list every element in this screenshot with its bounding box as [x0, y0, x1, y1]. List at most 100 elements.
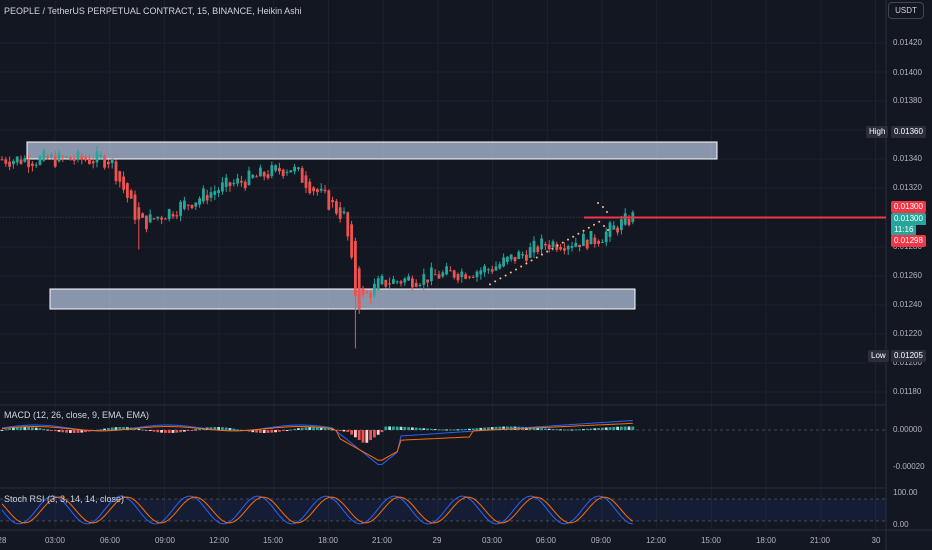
- macd-histogram-bar: [585, 428, 589, 430]
- candle-body: [53, 155, 57, 167]
- candle-body: [247, 170, 251, 185]
- candle-body: [521, 254, 524, 256]
- candle-body: [228, 182, 232, 187]
- projection-dot: [606, 211, 608, 213]
- candle-body: [498, 264, 502, 269]
- candle-body: [342, 211, 346, 214]
- candle-body: [316, 189, 319, 193]
- candle-body: [198, 198, 201, 205]
- macd-histogram-bar: [487, 427, 490, 430]
- candle-body: [589, 230, 593, 245]
- alert-price-tag[interactable]: 0.01300: [891, 201, 926, 213]
- candle-body: [373, 283, 376, 296]
- macd-histogram-bar: [251, 430, 255, 433]
- candle-body: [361, 288, 365, 295]
- stoch-band: [0, 499, 886, 521]
- candle-body: [23, 158, 27, 162]
- candle-body: [152, 218, 156, 220]
- candle-body: [452, 270, 456, 278]
- currency-button[interactable]: USDT: [888, 2, 924, 19]
- candle-body: [555, 244, 559, 250]
- macd-histogram-bar: [259, 430, 262, 433]
- candle-body: [270, 165, 274, 177]
- macd-histogram-bar: [616, 426, 619, 430]
- candle-body: [380, 275, 384, 284]
- candle-body: [536, 246, 540, 253]
- candle-body: [38, 156, 42, 165]
- macd-histogram-bar: [631, 426, 635, 430]
- candle-body: [350, 224, 353, 258]
- candle-body: [422, 274, 426, 285]
- candle-body: [232, 182, 236, 185]
- macd-histogram-bar: [80, 430, 84, 433]
- candle-body: [525, 254, 528, 261]
- candle-body: [365, 291, 369, 294]
- projection-dot: [499, 277, 502, 280]
- macd-histogram-bar: [346, 430, 350, 432]
- macd-histogram-bar: [384, 426, 388, 430]
- candle-body: [502, 257, 505, 267]
- macd-histogram-bar: [312, 427, 315, 430]
- macd-histogram-bar: [297, 428, 300, 430]
- candle-body: [426, 279, 429, 283]
- macd-histogram-bar: [414, 427, 418, 430]
- candle-body: [323, 189, 327, 192]
- time-tick: 09:00: [590, 536, 612, 545]
- candle-body: [620, 219, 623, 230]
- candle-body: [509, 254, 513, 260]
- macd-histogram-bar: [570, 429, 574, 431]
- candle-body: [129, 190, 133, 199]
- countdown-tag: 11:16: [891, 224, 917, 236]
- macd-histogram-bar: [183, 430, 186, 432]
- macd-histogram-bar: [555, 429, 559, 431]
- candle-body: [441, 272, 445, 277]
- candle-body: [460, 271, 464, 278]
- time-tick: 06:00: [99, 536, 121, 545]
- price-tick: 0.01400: [893, 68, 922, 77]
- candle-body: [4, 159, 8, 164]
- macd-histogram-bar: [137, 428, 141, 430]
- candle-body: [118, 171, 122, 182]
- time-tick: 30: [871, 536, 881, 545]
- macd-histogram-bar: [38, 428, 42, 430]
- candle-body: [388, 283, 391, 285]
- candle-body: [468, 276, 471, 278]
- price-tick: 0.01220: [893, 329, 922, 338]
- macd-histogram-bar: [559, 429, 562, 431]
- macd-histogram-bar: [4, 429, 8, 431]
- candle-body: [183, 200, 186, 209]
- macd-histogram-bar: [76, 430, 80, 433]
- candle-body: [312, 187, 315, 192]
- candle-body: [205, 194, 209, 201]
- macd-histogram-bar: [494, 426, 498, 430]
- time-tick: 06:00: [535, 536, 557, 545]
- projection-dot: [509, 271, 512, 274]
- candle-body: [148, 214, 152, 223]
- projection-dot: [567, 238, 569, 241]
- stoch-rsi-label[interactable]: Stoch RSI (3, 3, 14, 14, close): [4, 494, 125, 504]
- candle-body: [395, 281, 399, 283]
- stoch-axis-tick: 0.00: [893, 520, 909, 529]
- time-tick: 09:00: [154, 536, 176, 545]
- projection-dot: [577, 232, 580, 235]
- candle-body: [274, 165, 277, 171]
- macd-histogram-bar: [350, 430, 353, 435]
- candle-body: [487, 269, 490, 271]
- macd-histogram-bar: [148, 430, 152, 431]
- time-tick: 21:00: [371, 536, 393, 545]
- macd-histogram-bar: [342, 430, 346, 432]
- candle-body: [407, 276, 410, 281]
- candle-body: [240, 180, 243, 183]
- macd-histogram-bar: [623, 426, 627, 430]
- candle-body: [494, 266, 498, 271]
- candle-body: [137, 207, 141, 220]
- supply-zone: [26, 141, 718, 160]
- macd-label[interactable]: MACD (12, 26, close, 9, EMA, EMA): [4, 410, 150, 420]
- macd-histogram-bar: [475, 428, 479, 430]
- candle-body: [61, 156, 65, 158]
- candle-body: [331, 200, 334, 203]
- candle-body: [471, 276, 475, 278]
- candle-body: [445, 266, 448, 275]
- macd-histogram-bar: [376, 430, 380, 435]
